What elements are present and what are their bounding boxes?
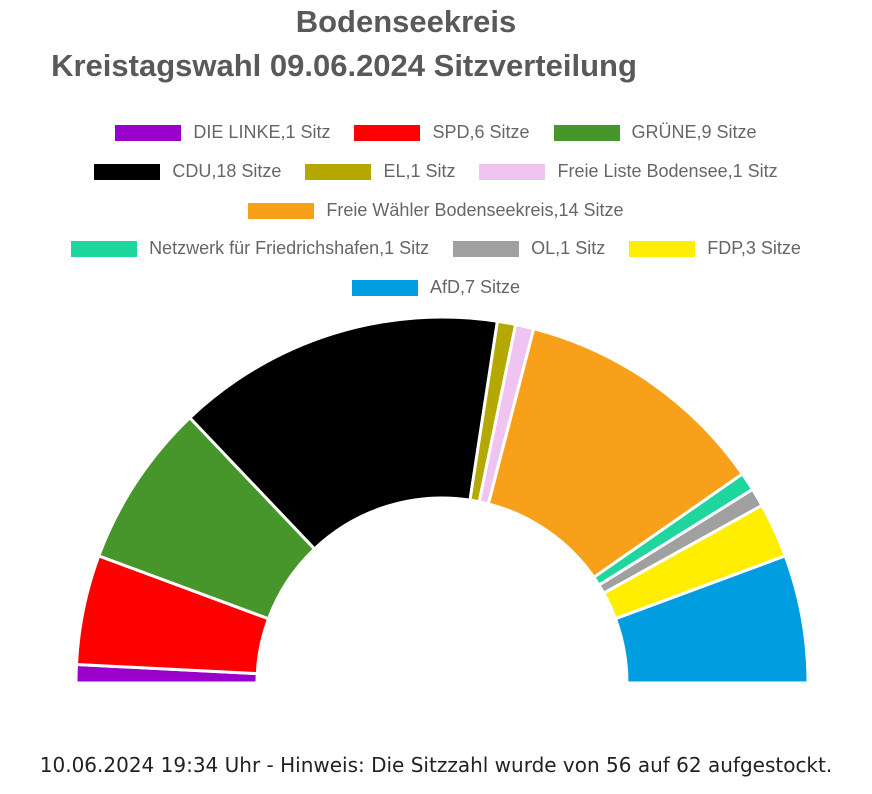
legend-swatch xyxy=(248,202,315,219)
legend-swatch xyxy=(553,124,620,141)
seat-segment-afd[interactable] xyxy=(613,553,810,685)
legend-label: GRÜNE,9 Sitze xyxy=(631,122,757,142)
legend-item[interactable]: DIE LINKE,1 Sitz xyxy=(115,122,330,143)
seat-segment-freie-wähler-bodenseekreis[interactable] xyxy=(486,326,745,580)
seat-distribution-chart xyxy=(74,315,810,685)
legend-swatch xyxy=(94,163,161,180)
legend-label: AfD,7 Sitze xyxy=(429,277,521,297)
legend-label: FDP,3 Sitze xyxy=(707,238,801,258)
legend-swatch xyxy=(71,240,138,257)
chart-title-line1: Bodenseekreis xyxy=(295,4,517,39)
legend-swatch xyxy=(354,124,421,141)
legend-item[interactable]: SPD,6 Sitze xyxy=(354,122,530,143)
legend-row: AfD,7 Sitze xyxy=(0,277,872,298)
legend-label: CDU,18 Sitze xyxy=(172,161,282,181)
legend-item[interactable]: EL,1 Sitz xyxy=(305,161,455,182)
legend-label: Freie Wähler Bodenseekreis,14 Sitze xyxy=(326,200,624,220)
legend-item[interactable]: CDU,18 Sitze xyxy=(94,161,281,182)
legend-swatch xyxy=(305,163,372,180)
legend-label: Netzwerk für Friedrichshafen,1 Sitz xyxy=(149,238,430,258)
legend-swatch xyxy=(479,163,546,180)
legend-item[interactable]: FDP,3 Sitze xyxy=(629,238,801,259)
legend-swatch xyxy=(453,240,520,257)
seat-segment-cdu[interactable] xyxy=(187,315,500,552)
legend-item[interactable]: Freie Liste Bodensee,1 Sitz xyxy=(479,161,778,182)
legend-item[interactable]: GRÜNE,9 Sitze xyxy=(553,122,757,143)
legend-swatch xyxy=(629,240,696,257)
footer-note: 10.06.2024 19:34 Uhr - Hinweis: Die Sitz… xyxy=(39,753,833,777)
legend-row: Freie Wähler Bodenseekreis,14 Sitze xyxy=(0,200,872,221)
legend-item[interactable]: OL,1 Sitz xyxy=(453,238,605,259)
legend-item[interactable]: Netzwerk für Friedrichshafen,1 Sitz xyxy=(71,238,429,259)
chart-title-line2: Kreistagswahl 09.06.2024 Sitzverteilung xyxy=(51,48,637,83)
legend-row: CDU,18 Sitze EL,1 Sitz Freie Liste Bodense… xyxy=(0,161,872,182)
legend-row: DIE LINKE,1 Sitz SPD,6 Sitze GRÜNE,9 Sitze xyxy=(0,122,872,143)
legend-label: OL,1 Sitz xyxy=(531,238,606,258)
legend-label: Freie Liste Bodensee,1 Sitz xyxy=(557,161,778,181)
legend-swatch xyxy=(351,279,418,296)
legend-item[interactable]: AfD,7 Sitze xyxy=(351,277,521,298)
legend-label: DIE LINKE,1 Sitz xyxy=(193,122,331,142)
legend-label: EL,1 Sitz xyxy=(383,161,456,181)
legend-swatch xyxy=(115,124,182,141)
legend-row: Netzwerk für Friedrichshafen,1 Sitz OL,1 … xyxy=(0,238,872,259)
legend-item[interactable]: Freie Wähler Bodenseekreis,14 Sitze xyxy=(248,200,624,221)
legend-label: SPD,6 Sitze xyxy=(432,122,530,142)
